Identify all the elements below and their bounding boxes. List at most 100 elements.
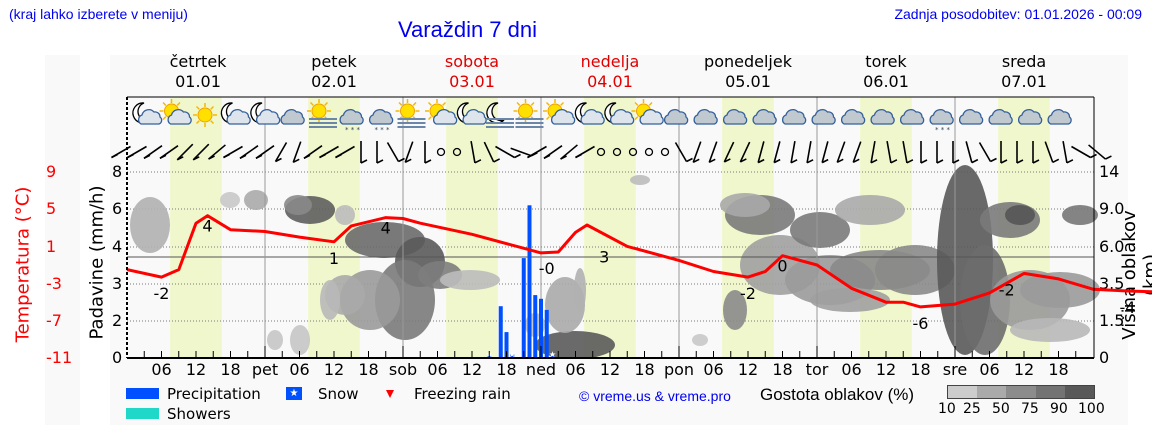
density-swatch-75 bbox=[1035, 386, 1065, 398]
day-header-4: ponedeljek 05.01 bbox=[704, 52, 792, 91]
wind-barb-icon bbox=[852, 141, 862, 164]
precip-bar bbox=[533, 295, 538, 358]
density-tick: 100 bbox=[1078, 401, 1105, 417]
wind-barb-icon bbox=[208, 144, 226, 160]
temperature-label: -6 bbox=[913, 314, 929, 333]
x-tick-label: 12 bbox=[1013, 360, 1035, 379]
cloud-density-area bbox=[692, 334, 708, 346]
cloud-density-area bbox=[990, 270, 1070, 330]
cloud-density-area bbox=[335, 205, 355, 225]
cloud-icon bbox=[693, 109, 718, 125]
wind-barb-icon bbox=[274, 142, 288, 163]
temperature-label: -0 bbox=[539, 259, 555, 278]
sun-icon bbox=[193, 103, 217, 127]
moon-cloud-icon bbox=[250, 102, 281, 125]
wind-barbs-row bbox=[111, 141, 1112, 164]
cloud-density-area bbox=[535, 331, 615, 359]
location-menu-note[interactable]: (kraj lahko izberete v meniju) bbox=[9, 6, 188, 22]
wind-barb-icon bbox=[255, 145, 275, 160]
x-tick-label: 06 bbox=[151, 360, 172, 379]
wind-barb-icon bbox=[660, 147, 670, 157]
cloud-icon bbox=[752, 109, 777, 125]
wind-barb-icon bbox=[143, 145, 163, 160]
x-tick-label: 18 bbox=[358, 360, 379, 379]
wind-barb-icon bbox=[127, 145, 147, 159]
temperature-label: -2 bbox=[740, 284, 756, 303]
cloud-icon bbox=[1047, 109, 1072, 125]
wind-barb-icon bbox=[628, 147, 638, 157]
cloud-icon bbox=[781, 109, 807, 125]
temperature-label: 4 bbox=[381, 219, 391, 238]
precip-tick: 2 bbox=[112, 311, 123, 330]
precip-tick: 0 bbox=[112, 348, 123, 367]
cloud-icon bbox=[870, 109, 895, 125]
wind-barb-icon bbox=[674, 142, 693, 163]
cloud-density-area bbox=[810, 288, 890, 312]
cloud-snow-icon: * * * bbox=[929, 109, 954, 134]
cloud-density-area bbox=[960, 245, 1010, 355]
temp-tick: -3 bbox=[46, 274, 62, 293]
x-tick-label: tor bbox=[805, 360, 829, 379]
wind-barb-icon bbox=[176, 143, 194, 161]
copyright-link[interactable]: © vreme.us & vreme.pro bbox=[579, 388, 731, 404]
wind-barb-icon bbox=[1016, 141, 1024, 164]
x-tick-label: ned bbox=[525, 360, 557, 379]
wind-barb-icon bbox=[936, 141, 944, 164]
last-update: Zadnja posodobitev: 01.01.2026 - 00:09 bbox=[894, 6, 1142, 22]
temperature-label: 4 bbox=[202, 217, 212, 236]
cloud-density-area bbox=[320, 280, 340, 320]
cloud-density-area bbox=[574, 268, 586, 312]
day-header-2: sobota 03.01 bbox=[444, 52, 500, 91]
moon-cloud-icon bbox=[574, 102, 605, 125]
wind-barb-icon bbox=[386, 142, 405, 163]
cloud-height-tick: 3.5 bbox=[1099, 274, 1125, 293]
cloud-density-area bbox=[630, 175, 650, 185]
wind-barb-icon bbox=[527, 145, 547, 159]
temp-tick: -7 bbox=[46, 311, 62, 330]
cloud-density-area bbox=[835, 195, 905, 225]
temperature-label: 0 bbox=[777, 257, 787, 276]
temperature-label: -4 bbox=[1120, 298, 1136, 317]
wind-barb-icon bbox=[223, 145, 243, 159]
x-tick-label: 12 bbox=[461, 360, 483, 379]
wind-barb-icon bbox=[111, 145, 131, 159]
cloud-density-area bbox=[244, 190, 268, 210]
density-tick: 10 bbox=[938, 401, 956, 417]
wind-barb-icon bbox=[1071, 145, 1097, 159]
cloud-icon bbox=[722, 109, 748, 125]
precip-bar bbox=[539, 298, 543, 358]
day-header-5: torek 06.01 bbox=[863, 52, 909, 91]
x-tick-label: 18 bbox=[772, 360, 793, 379]
x-tick-label: pet bbox=[251, 360, 279, 379]
wind-barb-icon bbox=[452, 147, 462, 157]
day-header-0: četrtek 01.01 bbox=[169, 52, 227, 91]
density-swatch-10 bbox=[948, 386, 978, 398]
cloud-height-tick: 6.0 bbox=[1099, 237, 1125, 256]
density-tick: 90 bbox=[1050, 401, 1068, 417]
wind-barb-icon bbox=[335, 145, 355, 159]
density-swatch-25 bbox=[977, 386, 1007, 398]
x-tick-label: 06 bbox=[979, 360, 1000, 379]
cloud-snow-icon: * * * bbox=[368, 109, 394, 134]
density-swatch-50 bbox=[1006, 386, 1036, 398]
x-tick-label: 12 bbox=[737, 360, 759, 379]
sun-fog-icon bbox=[513, 99, 544, 128]
cloud-density-area bbox=[290, 325, 310, 355]
cloud-height-tick: 14 bbox=[1099, 162, 1120, 181]
wind-barb-icon bbox=[739, 141, 751, 163]
x-tick-label: 06 bbox=[427, 360, 448, 379]
cloud-height-tick: 9.0 bbox=[1099, 199, 1125, 218]
x-tick-label: 12 bbox=[185, 360, 207, 379]
wind-barb-icon bbox=[483, 141, 501, 163]
moon-fog-icon bbox=[486, 102, 514, 128]
daylight-band bbox=[860, 97, 912, 358]
wind-barb-icon bbox=[821, 141, 829, 164]
temperature-label: 3 bbox=[599, 247, 609, 266]
cloud-icon bbox=[811, 109, 836, 125]
density-swatch-90 bbox=[1064, 386, 1095, 398]
x-tick-label: 18 bbox=[1048, 360, 1069, 379]
wind-barb-icon bbox=[292, 141, 302, 164]
snow-marker-icon: ★ bbox=[509, 350, 516, 359]
cloud-density-area bbox=[267, 330, 283, 350]
cloud-height-tick: 1.5 bbox=[1099, 311, 1125, 330]
